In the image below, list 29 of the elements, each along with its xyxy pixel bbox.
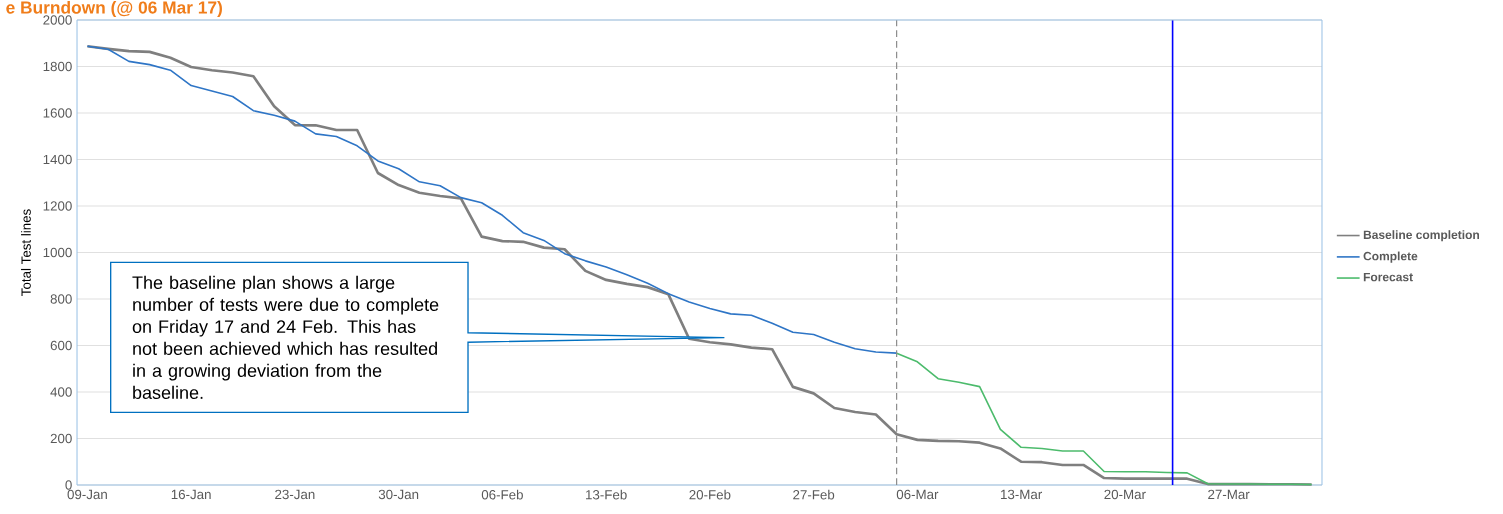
line-series [895,352,1313,486]
x-tick-label: 13-Mar [1001,489,1043,500]
y-tick-label: 1200 [43,201,72,211]
y-tick-label: 1000 [43,247,72,258]
y-tick-label: 1800 [43,61,72,72]
x-tick-label: 09-Jan [67,489,107,500]
x-tick-label: 06-Mar [896,489,939,500]
y-axis-title: Total Test lines [21,209,31,296]
x-tick-label: 06-Feb [481,489,523,500]
line-series [86,45,898,354]
legend-label: Complete [1363,251,1418,263]
y-tick-label: 0 [65,480,72,490]
x-tick-label: 27-Feb [793,489,835,500]
legend-label: Forecast [1363,272,1413,282]
y-tick-label: 200 [50,433,72,444]
x-tick-label: 20-Mar [1104,489,1146,500]
legend-label: Baseline completion [1363,230,1479,242]
x-tick-label: 13-Feb [586,489,627,500]
y-tick-label: 1400 [43,154,72,165]
y-tick-label: 600 [50,340,72,351]
y-tick-label: 1600 [43,108,72,118]
x-tick-label: 27-Mar [1208,489,1250,500]
y-tick-label: 400 [50,387,72,397]
x-tick-label: 30-Jan [378,489,419,500]
y-tick-label: 800 [50,294,72,304]
x-tick-label: 23-Jan [275,489,315,500]
x-tick-label: 16-Jan [171,489,211,500]
x-tick-label: 20-Feb [689,489,731,500]
annotation: The baseline plan shows a large number of tests were due to complete on Friday 17 and 24 Feb. This has not been achieved which has resulted in a growing deviation from the baseline. [132,275,439,399]
